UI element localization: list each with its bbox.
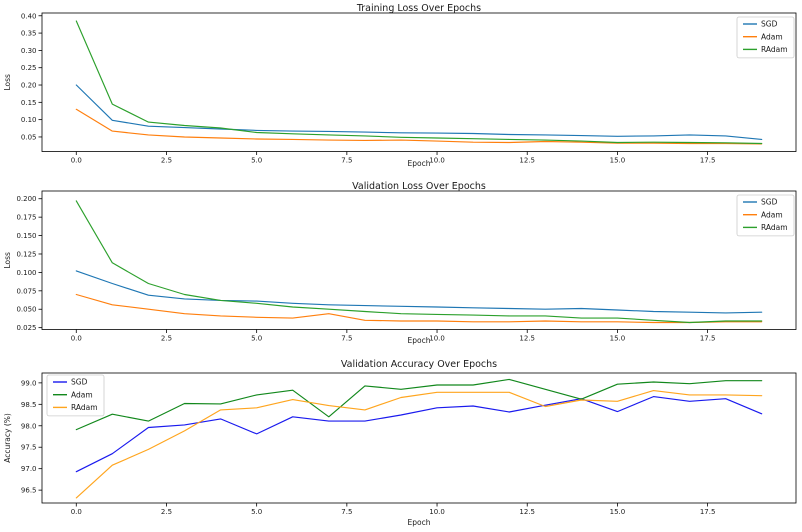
x-tick-label: 17.5 <box>700 508 716 516</box>
x-tick-label: 0.0 <box>71 335 82 343</box>
axes-frame <box>41 190 797 330</box>
y-tick-label: 0.125 <box>16 250 36 258</box>
legend-label-adam: Adam <box>761 210 783 219</box>
x-tick-label: 2.5 <box>161 508 172 516</box>
chart-panel-validation-loss: 0.025 0.050 0.075 0.100 0.125 0.150 0.175 0.200… <box>0 177 802 354</box>
x-tick-label: 17.5 <box>700 157 716 165</box>
y-tick-label: 0.200 <box>16 195 36 203</box>
validation-accuracy-chart: 96.5 97.0 97.5 98.0 98.5 99.0 0.0 2.5 5.0 7.5 10.0… <box>3 359 797 527</box>
x-tick-label: 10.0 <box>429 157 445 165</box>
y-tick-label: 0.10 <box>21 116 37 124</box>
x-tick-label: 15.0 <box>610 508 626 516</box>
series-line-radam <box>75 390 763 499</box>
series-line-sgd <box>75 396 763 473</box>
y-tick-label: 0.20 <box>21 82 37 90</box>
x-tick-label: 15.0 <box>610 157 626 165</box>
legend-label-radam: RAdam <box>761 223 788 232</box>
y-tick-label: 99.0 <box>21 379 37 387</box>
legend-label-sgd: SGD <box>71 378 88 387</box>
y-axis-label: Loss <box>3 252 12 269</box>
x-tick-label: 2.5 <box>161 335 172 343</box>
y-tick-label: 0.100 <box>16 269 36 277</box>
x-tick-label: 5.0 <box>251 508 262 516</box>
legend-box <box>736 194 795 237</box>
x-axis-label: Epoch <box>408 336 431 345</box>
series-line-sgd <box>75 270 763 314</box>
x-tick-label: 2.5 <box>161 157 172 165</box>
series-line-sgd <box>75 84 763 140</box>
series-line-adam <box>75 108 763 145</box>
x-tick-label: 12.5 <box>519 335 535 343</box>
y-tick-label: 98.0 <box>21 422 37 430</box>
validation-loss-chart: 0.025 0.050 0.075 0.100 0.125 0.150 0.175 0.200… <box>3 181 797 345</box>
x-tick-label: 10.0 <box>429 335 445 343</box>
y-tick-label: 0.40 <box>21 12 37 20</box>
chart-panel-validation-accuracy: 96.5 97.0 97.5 98.0 98.5 99.0 0.0 2.5 5.0 7.5 10.0… <box>0 354 802 532</box>
legend-label-sgd: SGD <box>761 20 778 29</box>
y-tick-label: 0.35 <box>21 30 37 38</box>
chart-title: Training Loss Over Epochs <box>356 3 481 14</box>
y-tick-label: 0.30 <box>21 47 37 55</box>
chart-panel-training-loss: 0.05 0.10 0.15 0.20 0.25 0.30 0.35 0.40 0.0 2.5 5.… <box>0 0 802 177</box>
series-line-adam <box>75 378 763 431</box>
chart-title: Validation Accuracy Over Epochs <box>341 359 497 370</box>
y-tick-label: 0.05 <box>21 133 37 141</box>
y-tick-label: 0.050 <box>16 306 36 314</box>
axes-frame <box>41 12 797 152</box>
y-tick-label: 97.5 <box>21 444 37 452</box>
legend-box <box>46 374 105 417</box>
y-tick-label: 98.5 <box>21 401 37 409</box>
x-tick-label: 7.5 <box>341 335 352 343</box>
y-tick-label: 97.0 <box>21 465 37 473</box>
legend-box <box>736 16 795 59</box>
x-tick-label: 15.0 <box>610 335 626 343</box>
x-tick-label: 10.0 <box>429 508 445 516</box>
legend-label-radam: RAdam <box>71 403 98 412</box>
x-tick-label: 12.5 <box>519 157 535 165</box>
series-line-adam <box>75 293 763 324</box>
x-tick-label: 0.0 <box>71 157 82 165</box>
training-loss-chart: 0.05 0.10 0.15 0.20 0.25 0.30 0.35 0.40 0.0 2.5 5.… <box>3 3 797 168</box>
legend-label-adam: Adam <box>71 390 93 399</box>
x-tick-label: 17.5 <box>700 335 716 343</box>
y-tick-label: 0.15 <box>21 99 37 107</box>
series-line-radam <box>75 200 763 324</box>
legend-label-radam: RAdam <box>761 45 788 54</box>
axes-frame <box>41 372 797 504</box>
y-tick-label: 0.075 <box>16 287 36 295</box>
x-axis-label: Epoch <box>408 159 431 168</box>
x-tick-label: 0.0 <box>71 508 82 516</box>
x-tick-label: 7.5 <box>341 508 352 516</box>
y-tick-label: 0.25 <box>21 64 37 72</box>
y-tick-label: 0.175 <box>16 214 36 222</box>
series-line-radam <box>75 20 763 145</box>
legend-label-adam: Adam <box>761 32 783 41</box>
y-tick-label: 0.150 <box>16 232 36 240</box>
y-tick-label: 96.5 <box>21 487 37 495</box>
x-tick-label: 12.5 <box>519 508 535 516</box>
y-tick-label: 0.025 <box>16 324 36 332</box>
x-tick-label: 5.0 <box>251 157 262 165</box>
chart-title: Validation Loss Over Epochs <box>352 181 486 192</box>
x-tick-label: 7.5 <box>341 157 352 165</box>
x-tick-label: 5.0 <box>251 335 262 343</box>
legend-label-sgd: SGD <box>761 198 778 207</box>
x-axis-label: Epoch <box>408 518 431 527</box>
y-axis-label: Loss <box>3 74 12 91</box>
y-axis-label: Accuracy (%) <box>3 413 12 463</box>
